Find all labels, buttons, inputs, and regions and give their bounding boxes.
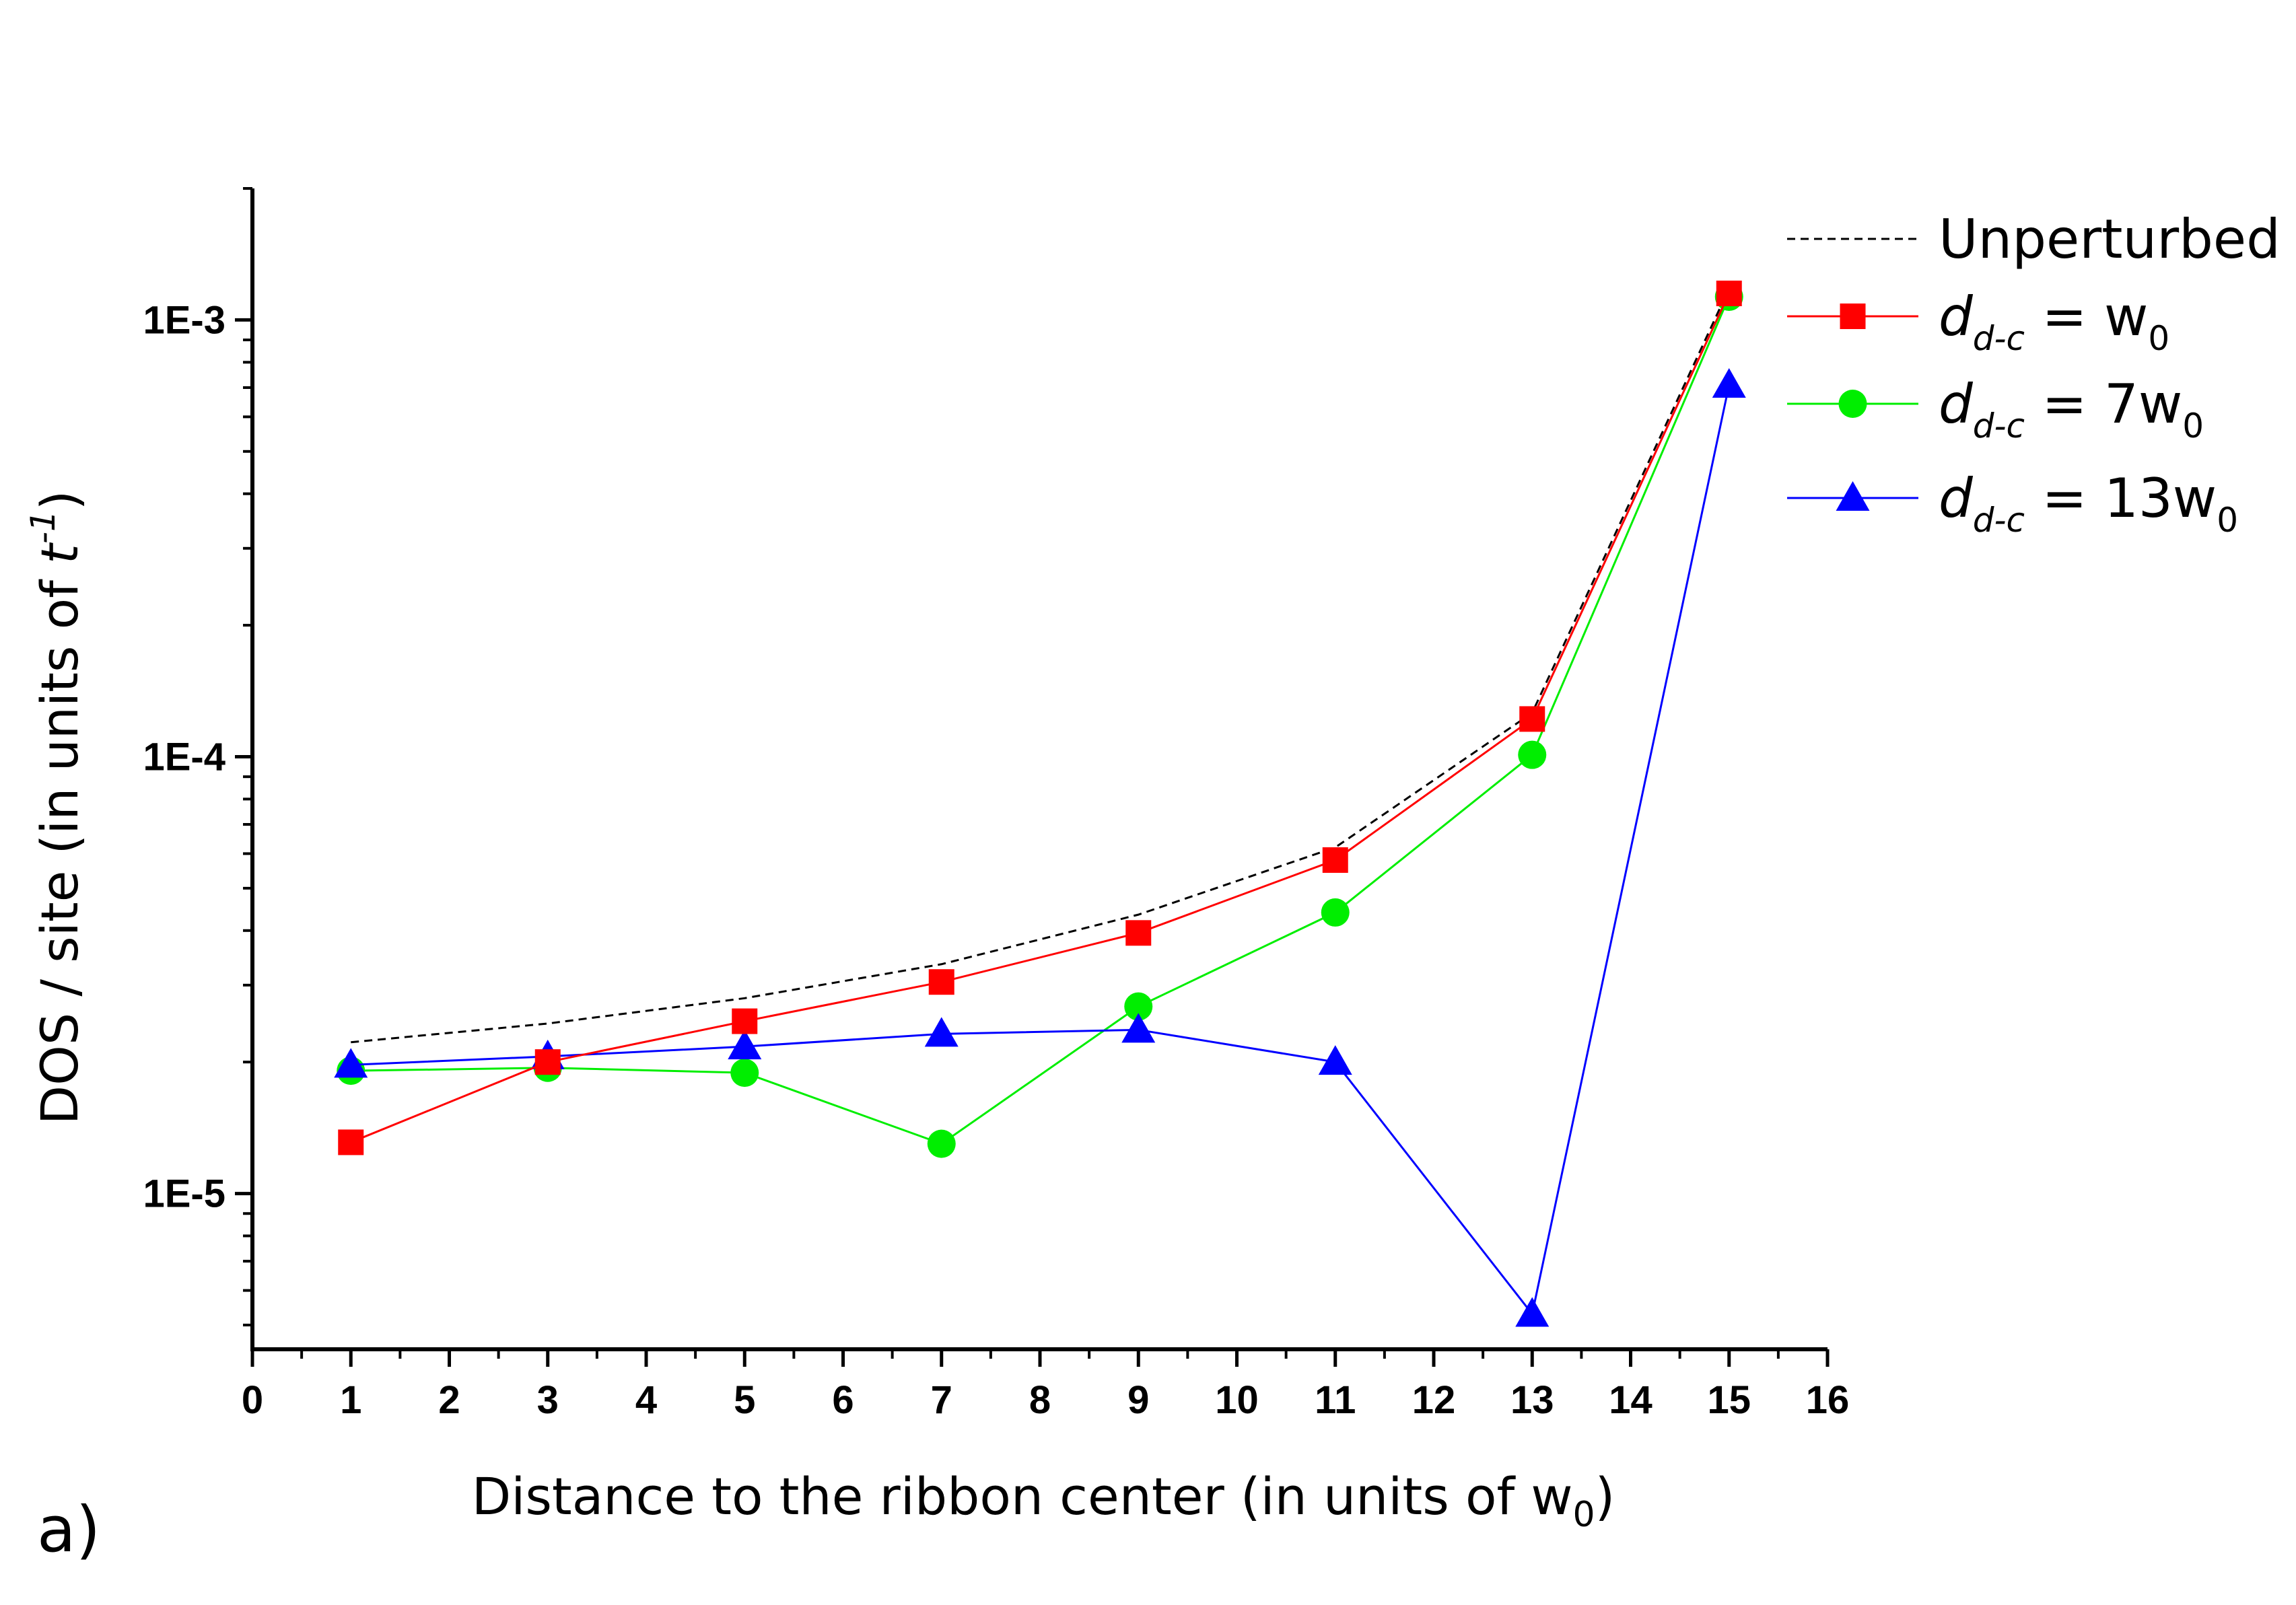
x-tick-label: 2	[438, 1378, 460, 1422]
x-tick-label: 14	[1609, 1378, 1653, 1422]
series-line-d13	[351, 384, 1731, 1316]
legend-label-d7: dd-c = 7w0	[1939, 373, 2204, 445]
data-point-d1	[1519, 706, 1545, 732]
x-axis-title-sub: 0	[1573, 1495, 1595, 1535]
legend-label-part: =	[2025, 373, 2104, 435]
x-tick-label: 5	[734, 1378, 755, 1422]
legend-item-d13: dd-c = 13w0	[1787, 467, 2238, 540]
data-point-d7	[1321, 898, 1350, 927]
y-tick-label: 1E-4	[143, 735, 225, 779]
x-tick-label: 1	[340, 1378, 361, 1422]
legend-label-part: d	[1939, 373, 1974, 435]
data-point-d13	[1515, 1297, 1550, 1327]
legend-marker-d1	[1840, 304, 1866, 329]
data-point-d13	[924, 1017, 959, 1047]
data-point-d7	[1518, 740, 1547, 769]
y-tick-label: 1E-5	[143, 1172, 225, 1216]
legend-label-part: 0	[2217, 501, 2238, 540]
legend-marker-d7	[1838, 390, 1867, 418]
x-axis-title: Distance to the ribbon center (in units …	[472, 1466, 1615, 1535]
data-point-d13	[334, 1048, 368, 1078]
legend-label-part: d	[1939, 467, 1974, 530]
legend-item-d7: dd-c = 7w0	[1787, 373, 2204, 445]
legend-label-part: w	[2104, 285, 2148, 348]
legend-item-d1: dd-c = w0	[1787, 285, 2169, 358]
series-line-d7	[351, 296, 1731, 1145]
x-axis-title-end: )	[1595, 1466, 1615, 1526]
legend-label-part: =	[2025, 285, 2104, 348]
data-point-d13	[1712, 367, 1746, 398]
x-tick-label: 10	[1215, 1378, 1259, 1422]
y-axis-title-end: )	[30, 491, 90, 511]
y-tick-label: 1E-3	[143, 298, 225, 342]
series-unperturbed	[351, 288, 1731, 1044]
x-tick-label: 4	[635, 1378, 657, 1422]
x-tick-label: 16	[1806, 1378, 1850, 1422]
legend-label-part: d-c	[1973, 319, 2025, 358]
x-tick-label: 15	[1707, 1378, 1751, 1422]
data-point-d7	[730, 1059, 759, 1087]
x-tick-label: 12	[1412, 1378, 1456, 1422]
legend-label-d13: dd-c = 13w0	[1939, 467, 2238, 540]
series-d1	[338, 280, 1742, 1155]
data-point-d1	[1322, 847, 1348, 873]
x-tick-label: 13	[1510, 1378, 1554, 1422]
series-d13	[334, 367, 1746, 1327]
legend-label-part: 7w	[2104, 373, 2182, 435]
y-axis-title: DOS / site (in units of t-1)	[24, 491, 90, 1125]
legend-marker-d13	[1836, 481, 1870, 511]
legend-label-d1: dd-c = w0	[1939, 285, 2169, 358]
data-point-d1	[1125, 920, 1152, 946]
x-tick-label: 8	[1029, 1378, 1051, 1422]
data-point-d1	[732, 1008, 758, 1034]
legend-label-part: 0	[2148, 319, 2169, 358]
data-point-d1	[928, 969, 954, 995]
data-point-d13	[1318, 1045, 1352, 1075]
series-line-d1	[350, 293, 1731, 1143]
data-point-d7	[927, 1129, 956, 1158]
legend-label-unperturbed: Unperturbed	[1939, 208, 2281, 271]
data-point-d1	[338, 1129, 364, 1155]
data-point-d13	[1121, 1013, 1156, 1043]
series-line-unperturbed	[351, 288, 1731, 1044]
y-axis-title-var: t	[30, 542, 90, 564]
data-point-d13	[728, 1030, 762, 1060]
legend-label-part: d	[1939, 285, 1974, 348]
legend-label-part: d-c	[1973, 406, 2025, 445]
x-tick-label: 7	[931, 1378, 952, 1422]
series-layer	[334, 280, 1746, 1327]
x-axis-title-main: Distance to the ribbon center (in units …	[472, 1466, 1573, 1526]
data-point-d7	[1124, 992, 1153, 1021]
y-axis-title-main: DOS / site (in units of	[30, 564, 90, 1125]
data-point-d1	[534, 1049, 561, 1075]
legend-label-part: 13w	[2104, 467, 2217, 530]
legend-label-part: 0	[2182, 406, 2204, 445]
x-tick-label: 9	[1127, 1378, 1149, 1422]
legend-label-part: =	[2025, 467, 2104, 530]
x-tick-label: 6	[832, 1378, 854, 1422]
x-tick-label: 11	[1315, 1378, 1356, 1422]
legend-label-part: d-c	[1973, 501, 2025, 540]
x-tick-label: 3	[537, 1378, 559, 1422]
legend-item-unperturbed: Unperturbed	[1787, 208, 2281, 271]
panel-label: a)	[37, 1493, 100, 1567]
x-tick-label: 0	[242, 1378, 263, 1422]
y-axis-title-sup: -1	[24, 510, 63, 544]
data-point-d1	[1716, 280, 1742, 306]
